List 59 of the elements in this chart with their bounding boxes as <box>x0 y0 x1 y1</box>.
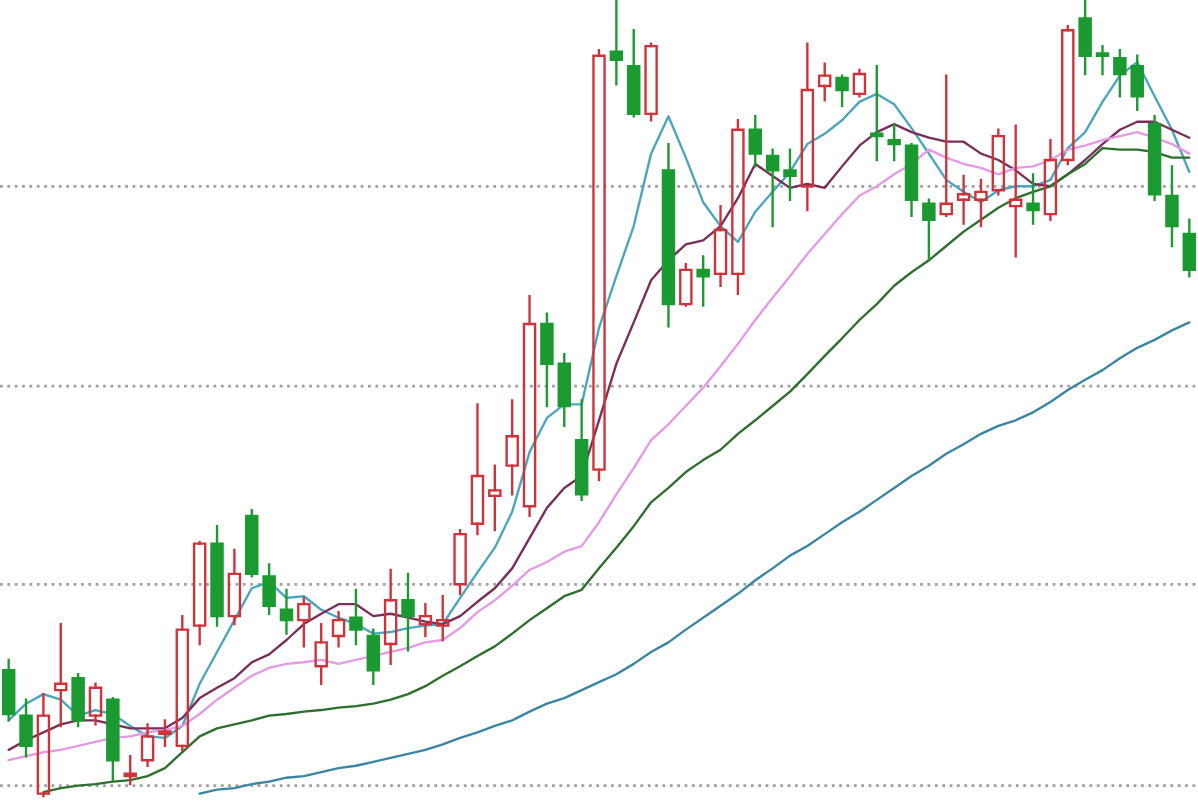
candlestick <box>227 548 242 626</box>
candlestick <box>123 755 137 786</box>
candlestick <box>331 610 346 648</box>
candlestick <box>1182 218 1197 278</box>
candlestick <box>297 596 311 648</box>
candlestick <box>870 64 884 162</box>
candlestick <box>696 255 710 307</box>
candlestick <box>522 294 537 517</box>
candlestick <box>1026 173 1040 225</box>
candlestick <box>956 174 971 225</box>
candlestick <box>574 399 589 502</box>
candlestick <box>470 403 485 536</box>
candlestick <box>262 563 276 615</box>
candlestick <box>922 198 936 262</box>
candlestick <box>974 178 988 228</box>
candlestick <box>349 588 363 646</box>
candlestick <box>488 464 502 532</box>
candlestick <box>505 399 519 496</box>
candlestick <box>1043 138 1058 221</box>
candlestick <box>1008 124 1023 258</box>
candlestick <box>192 540 207 646</box>
candlestick <box>557 353 572 428</box>
candlestick <box>817 62 832 102</box>
candlestick <box>609 0 624 86</box>
candlestick <box>800 42 815 212</box>
candlestick <box>1078 0 1092 76</box>
candlestick <box>19 698 33 758</box>
candlestick <box>383 568 398 666</box>
candlestick <box>783 148 797 201</box>
candlestick <box>887 123 901 162</box>
candlestick <box>1165 165 1179 248</box>
candlestick <box>366 628 381 685</box>
candlestick <box>54 622 68 728</box>
candlestick <box>279 588 294 635</box>
candlestick <box>140 723 155 767</box>
candlestick <box>713 204 728 287</box>
candlestick <box>88 682 103 726</box>
candlestick <box>436 595 450 642</box>
candlestick <box>210 524 224 627</box>
candlestick <box>1147 115 1162 201</box>
candlestick <box>939 74 953 217</box>
candlestick <box>661 142 676 328</box>
candlestick <box>904 142 919 217</box>
candlestick <box>991 128 1006 196</box>
candlestick <box>418 603 433 638</box>
candlestick <box>835 74 849 108</box>
candlestick <box>731 119 745 295</box>
candlestick <box>679 263 693 307</box>
candlestick <box>748 115 762 168</box>
candlestick <box>852 68 867 98</box>
candlestick <box>626 29 641 118</box>
candlestick <box>765 148 780 228</box>
candlestick <box>540 312 554 408</box>
candlestick <box>158 719 172 748</box>
candlestick <box>1095 44 1110 76</box>
candlestick <box>106 696 120 782</box>
candlestick <box>36 692 51 798</box>
candlestick <box>314 622 328 685</box>
candlestick <box>401 572 415 652</box>
